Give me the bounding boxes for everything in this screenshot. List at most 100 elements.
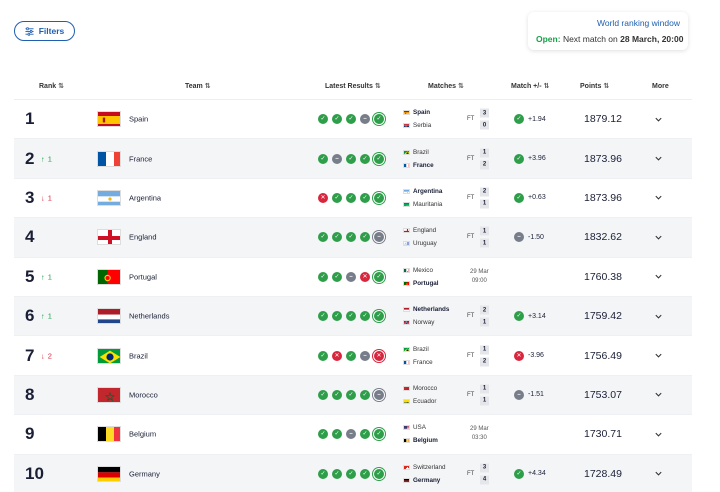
table-row[interactable]: 10 Germany ✓ ✓ ✓ ✓ ✓ Switzerland Germany FT 3 4 ✓ +4.… bbox=[14, 454, 692, 492]
result-draw-icon[interactable]: – bbox=[346, 271, 356, 282]
table-row[interactable]: 5 ↑ 1 Portugal ✓ ✓ – ✕ ✓ Mexico Portugal 29 Mar 09:0… bbox=[14, 258, 692, 297]
result-win-icon[interactable]: ✓ bbox=[332, 389, 342, 400]
result-loss-icon[interactable]: ✕ bbox=[360, 271, 370, 282]
match-teams[interactable]: Spain Serbia bbox=[403, 108, 431, 130]
result-win-icon[interactable]: ✓ bbox=[346, 153, 356, 164]
result-win-icon[interactable]: ✓ bbox=[360, 429, 370, 440]
result-win-icon[interactable]: ✓ bbox=[360, 232, 370, 243]
result-win-icon[interactable]: ✓ bbox=[346, 468, 356, 479]
match-teams[interactable]: Netherlands Norway bbox=[403, 305, 449, 327]
result-win-icon[interactable]: ✓ bbox=[346, 350, 356, 361]
header-matches[interactable]: Matches ⇅ bbox=[428, 82, 464, 91]
result-draw-icon[interactable]: – bbox=[332, 153, 342, 164]
table-row[interactable]: 7 ↓ 2 Brazil ✓ ✕ ✓ – ✕ Brazil France FT 1 2 ✕ -3.96 1756… bbox=[14, 336, 692, 376]
match-teams[interactable]: Switzerland Germany bbox=[403, 463, 446, 485]
result-win-icon[interactable]: ✓ bbox=[374, 311, 384, 322]
result-win-icon[interactable]: ✓ bbox=[332, 192, 342, 203]
team-name[interactable]: Portugal bbox=[129, 272, 157, 282]
team-name[interactable]: France bbox=[129, 154, 153, 164]
result-win-icon[interactable]: ✓ bbox=[346, 114, 356, 125]
match-team-name: Switzerland bbox=[413, 463, 446, 471]
result-win-icon[interactable]: ✓ bbox=[374, 192, 384, 203]
expand-row-button[interactable] bbox=[652, 389, 664, 401]
team-name[interactable]: Spain bbox=[129, 114, 149, 124]
match-teams[interactable]: USA Belgium bbox=[403, 423, 438, 445]
table-row[interactable]: 3 ↓ 1 Argentina ✕ ✓ ✓ ✓ ✓ Argentina Mauritania FT 2 1… bbox=[14, 179, 692, 219]
filters-button[interactable]: Filters bbox=[14, 21, 75, 41]
table-row[interactable]: 2 ↑ 1 France ✓ – ✓ ✓ ✓ Brazil France FT 1 2 ✓ +3.96 1873… bbox=[14, 139, 692, 179]
team-name[interactable]: Belgium bbox=[129, 429, 157, 439]
result-win-icon[interactable]: ✓ bbox=[374, 271, 384, 282]
result-draw-icon[interactable]: – bbox=[374, 232, 384, 243]
team-name[interactable]: England bbox=[129, 232, 157, 242]
result-win-icon[interactable]: ✓ bbox=[318, 389, 328, 400]
expand-row-button[interactable] bbox=[652, 271, 664, 283]
expand-row-button[interactable] bbox=[652, 428, 664, 440]
table-row[interactable]: 6 ↑ 1 Netherlands ✓ ✓ ✓ ✓ ✓ Netherlands Norway FT 2 1… bbox=[14, 296, 692, 337]
table-row[interactable]: 8 Morocco ✓ ✓ ✓ ✓ – Morocco Ecuador FT 1 1– -1.51 175… bbox=[14, 375, 692, 416]
result-win-icon[interactable]: ✓ bbox=[318, 468, 328, 479]
match-teams[interactable]: Morocco Ecuador bbox=[403, 384, 437, 406]
result-win-icon[interactable]: ✓ bbox=[332, 271, 342, 282]
result-win-icon[interactable]: ✓ bbox=[374, 429, 384, 440]
expand-row-button[interactable] bbox=[652, 350, 664, 362]
expand-row-button[interactable] bbox=[652, 153, 664, 165]
result-win-icon[interactable]: ✓ bbox=[374, 468, 384, 479]
expand-row-button[interactable] bbox=[652, 310, 664, 322]
result-draw-icon[interactable]: – bbox=[360, 114, 370, 125]
result-win-icon[interactable]: ✓ bbox=[332, 114, 342, 125]
table-row[interactable]: 4 England ✓ ✓ ✓ ✓ – England Uruguay FT 1 1– -1.50 183… bbox=[14, 218, 692, 258]
team-name[interactable]: Argentina bbox=[129, 193, 162, 203]
header-points[interactable]: Points ⇅ bbox=[580, 82, 609, 91]
result-win-icon[interactable]: ✓ bbox=[318, 350, 328, 361]
result-win-icon[interactable]: ✓ bbox=[318, 311, 328, 322]
header-latest-results[interactable]: Latest Results ⇅ bbox=[325, 82, 381, 91]
expand-row-button[interactable] bbox=[652, 468, 664, 480]
result-win-icon[interactable]: ✓ bbox=[332, 311, 342, 322]
result-win-icon[interactable]: ✓ bbox=[318, 153, 328, 164]
result-win-icon[interactable]: ✓ bbox=[332, 468, 342, 479]
result-win-icon[interactable]: ✓ bbox=[318, 429, 328, 440]
table-row[interactable]: 9 Belgium ✓ ✓ – ✓ ✓ USA Belgium 29 Mar 03:30 1730.7… bbox=[14, 415, 692, 455]
expand-row-button[interactable] bbox=[652, 113, 664, 125]
match-team-name: USA bbox=[413, 424, 426, 432]
result-win-icon[interactable]: ✓ bbox=[318, 114, 328, 125]
result-win-icon[interactable]: ✓ bbox=[360, 468, 370, 479]
expand-row-button[interactable] bbox=[652, 231, 664, 243]
result-win-icon[interactable]: ✓ bbox=[346, 389, 356, 400]
result-win-icon[interactable]: ✓ bbox=[360, 192, 370, 203]
team-name[interactable]: Morocco bbox=[129, 390, 158, 400]
result-win-icon[interactable]: ✓ bbox=[332, 429, 342, 440]
match-teams[interactable]: England Uruguay bbox=[403, 226, 437, 248]
match-teams[interactable]: Brazil France bbox=[403, 345, 433, 367]
result-win-icon[interactable]: ✓ bbox=[318, 232, 328, 243]
result-win-icon[interactable]: ✓ bbox=[332, 232, 342, 243]
result-win-icon[interactable]: ✓ bbox=[360, 389, 370, 400]
result-win-icon[interactable]: ✓ bbox=[374, 153, 384, 164]
match-teams[interactable]: Brazil France bbox=[403, 148, 434, 170]
result-win-icon[interactable]: ✓ bbox=[360, 153, 370, 164]
result-draw-icon[interactable]: – bbox=[346, 429, 356, 440]
team-name[interactable]: Germany bbox=[129, 469, 160, 479]
result-loss-icon[interactable]: ✕ bbox=[332, 350, 342, 361]
match-teams[interactable]: Argentina Mauritania bbox=[403, 187, 442, 209]
result-draw-icon[interactable]: – bbox=[360, 350, 370, 361]
result-win-icon[interactable]: ✓ bbox=[346, 232, 356, 243]
result-win-icon[interactable]: ✓ bbox=[346, 311, 356, 322]
header-rank[interactable]: Rank ⇅ bbox=[39, 82, 64, 91]
result-loss-icon[interactable]: ✕ bbox=[318, 192, 328, 203]
header-match-delta[interactable]: Match +/- ⇅ bbox=[511, 82, 549, 91]
table-row[interactable]: 1 Spain ✓ ✓ ✓ – ✓ Spain Serbia FT 3 0 ✓ +1.94 1879.12 bbox=[14, 100, 692, 140]
result-win-icon[interactable]: ✓ bbox=[360, 311, 370, 322]
match-teams[interactable]: Mexico Portugal bbox=[403, 266, 439, 288]
team-name[interactable]: Netherlands bbox=[129, 311, 170, 321]
result-loss-icon[interactable]: ✕ bbox=[374, 350, 384, 361]
expand-row-button[interactable] bbox=[652, 192, 664, 204]
header-team[interactable]: Team ⇅ bbox=[185, 82, 211, 91]
result-win-icon[interactable]: ✓ bbox=[374, 114, 384, 125]
result-win-icon[interactable]: ✓ bbox=[346, 192, 356, 203]
ranking-window-title[interactable]: World ranking window bbox=[597, 18, 680, 28]
team-name[interactable]: Brazil bbox=[129, 351, 148, 361]
result-win-icon[interactable]: ✓ bbox=[318, 271, 328, 282]
result-draw-icon[interactable]: – bbox=[374, 389, 384, 400]
